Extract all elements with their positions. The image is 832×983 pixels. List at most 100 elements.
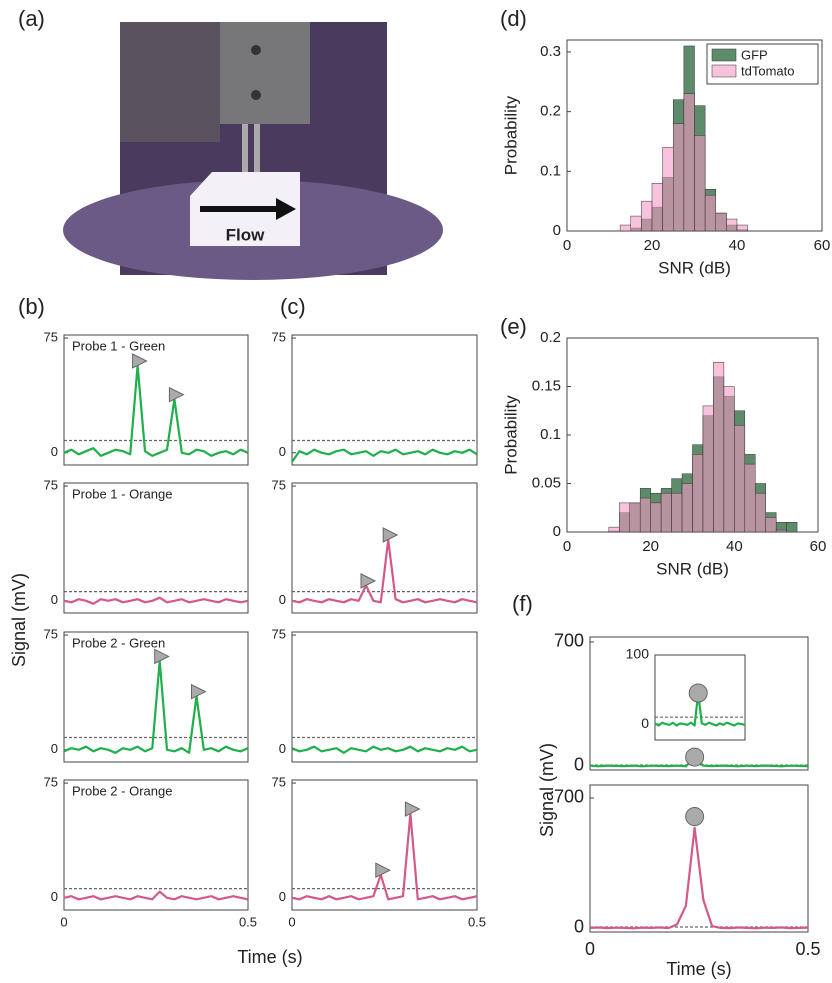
histogram-bar bbox=[683, 93, 695, 232]
y-tick-label: 0.2 bbox=[540, 329, 561, 346]
y-axis-label: Probability bbox=[501, 95, 520, 175]
y-tick-label: 0.3 bbox=[540, 43, 561, 60]
histogram-bar bbox=[671, 492, 683, 533]
histogram-bar bbox=[765, 517, 777, 533]
histogram-bar bbox=[713, 362, 725, 533]
signal-trace bbox=[654, 691, 746, 727]
histogram-bar bbox=[619, 502, 631, 533]
histogram-bar bbox=[619, 224, 631, 232]
y-tick-label: 0 bbox=[51, 889, 58, 904]
y-tick-label: 0 bbox=[51, 741, 58, 756]
y-tick-label: 0 bbox=[574, 917, 584, 937]
histogram-bar bbox=[734, 425, 746, 533]
x-axis-label: Time (s) bbox=[237, 947, 302, 967]
y-tick-label: 75 bbox=[272, 774, 286, 789]
y-tick-label: 0 bbox=[553, 523, 561, 540]
signal-trace bbox=[589, 826, 809, 930]
x-tick-label: 0 bbox=[585, 939, 595, 959]
y-tick-label: 0 bbox=[279, 741, 286, 756]
probe-holder bbox=[220, 22, 310, 124]
histogram-bar bbox=[723, 386, 735, 533]
histogram-bar bbox=[736, 224, 748, 232]
legend-label: tdTomato bbox=[741, 63, 794, 78]
x-tick-label: 40 bbox=[726, 538, 743, 555]
y-tick-label: 0 bbox=[279, 444, 286, 459]
signal-trace bbox=[63, 364, 249, 457]
histogram-bar bbox=[630, 215, 642, 232]
x-tick-label: 0.5 bbox=[239, 914, 257, 929]
x-tick-label: 0.5 bbox=[468, 914, 486, 929]
panel-title: Probe 1 - Orange bbox=[72, 486, 172, 501]
histogram-bar bbox=[639, 497, 651, 533]
panel-label: (f) bbox=[512, 591, 533, 616]
screw bbox=[251, 90, 261, 100]
plot-area bbox=[291, 482, 478, 614]
x-tick-label: 40 bbox=[729, 237, 746, 254]
legend-label: GFP bbox=[741, 47, 768, 62]
histogram-bar bbox=[629, 502, 641, 533]
signal-trace bbox=[291, 538, 478, 604]
peak-marker bbox=[375, 862, 391, 879]
peak-marker bbox=[382, 527, 399, 543]
y-tick-label: 0 bbox=[553, 222, 561, 239]
histogram-bar bbox=[673, 123, 685, 232]
plot-area bbox=[63, 779, 249, 911]
peak-marker bbox=[154, 648, 170, 665]
x-tick-label: 0.5 bbox=[795, 939, 820, 959]
signal-trace bbox=[63, 660, 249, 754]
signal-trace bbox=[63, 890, 249, 901]
y-tick-label: 0.2 bbox=[540, 103, 561, 120]
panel-title: Probe 1 - Green bbox=[72, 338, 165, 353]
y-tick-label: 0.15 bbox=[532, 377, 561, 394]
legend-swatch bbox=[711, 64, 737, 78]
histogram-bar bbox=[786, 522, 798, 533]
peak-marker bbox=[685, 807, 705, 827]
y-tick-label: 0 bbox=[574, 755, 584, 775]
histogram-bar bbox=[681, 483, 693, 533]
screw bbox=[251, 45, 261, 55]
histogram-bar bbox=[650, 502, 662, 533]
peak-marker bbox=[685, 747, 705, 767]
y-tick-label: 0.1 bbox=[540, 426, 561, 443]
y-tick-label: 0 bbox=[279, 592, 286, 607]
histogram-bar bbox=[662, 147, 674, 232]
y-tick-label: 0 bbox=[279, 889, 286, 904]
plot-area bbox=[63, 482, 249, 614]
histogram-bar bbox=[702, 405, 714, 533]
signal-trace bbox=[291, 448, 478, 463]
histogram-bar bbox=[715, 212, 727, 232]
x-tick-label: 20 bbox=[642, 538, 659, 555]
histogram-bar bbox=[755, 492, 766, 533]
signal-trace bbox=[63, 596, 249, 605]
peak-marker bbox=[168, 386, 185, 403]
flow-label: Flow bbox=[226, 225, 265, 244]
y-tick-label: 75 bbox=[44, 329, 58, 344]
x-axis-label: SNR (dB) bbox=[658, 258, 731, 277]
peak-marker bbox=[404, 801, 421, 817]
probe bbox=[254, 124, 260, 174]
y-tick-label: 75 bbox=[44, 774, 58, 789]
histogram-bar bbox=[608, 526, 620, 533]
y-tick-label: 75 bbox=[272, 477, 286, 492]
x-tick-label: 0 bbox=[288, 914, 295, 929]
y-tick-label: 0.1 bbox=[540, 162, 561, 179]
panel-label: (c) bbox=[280, 294, 306, 319]
legend-swatch bbox=[711, 48, 737, 62]
y-axis-label: Signal (mV) bbox=[537, 743, 557, 837]
plot-area bbox=[63, 334, 249, 466]
histogram-bar bbox=[692, 454, 704, 533]
histogram-bar bbox=[641, 200, 653, 232]
y-tick-label: 0 bbox=[51, 444, 58, 459]
panel-title: Probe 2 - Green bbox=[72, 635, 165, 650]
x-tick-label: 60 bbox=[814, 237, 831, 254]
photo-equipment bbox=[120, 22, 220, 142]
y-tick-label: 75 bbox=[44, 477, 58, 492]
y-tick-label: 75 bbox=[44, 626, 58, 641]
x-tick-label: 60 bbox=[810, 538, 827, 555]
histogram-bar bbox=[694, 135, 706, 232]
x-tick-label: 20 bbox=[644, 237, 661, 254]
y-tick-label: 0 bbox=[51, 592, 58, 607]
x-tick-label: 0 bbox=[60, 914, 67, 929]
peak-marker bbox=[360, 573, 377, 589]
